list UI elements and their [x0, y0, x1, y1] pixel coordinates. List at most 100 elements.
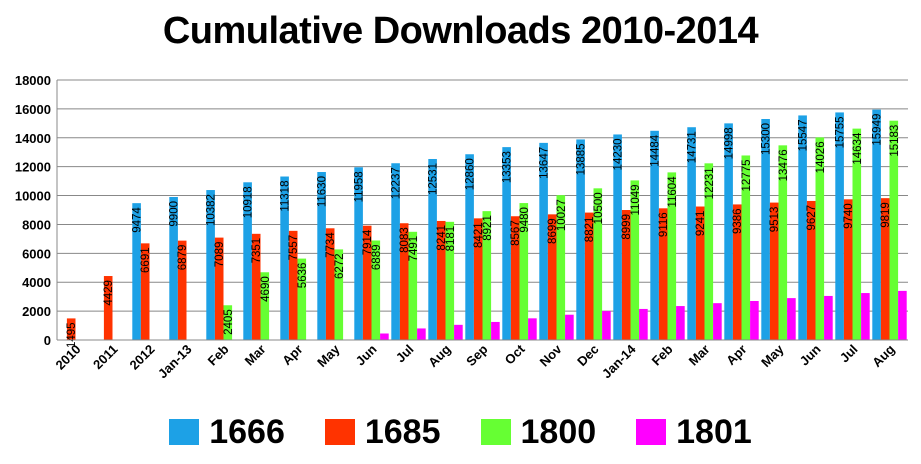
- data-label: 13476: [778, 149, 790, 181]
- x-tick-label: Jul: [837, 342, 861, 366]
- bar-1801-13: [565, 314, 574, 340]
- data-label: 15300: [761, 123, 773, 155]
- y-tick-label: 18000: [15, 73, 51, 88]
- data-label: 12860: [465, 158, 477, 190]
- data-label: 11049: [630, 184, 642, 215]
- bar-1801-8: [380, 333, 389, 340]
- data-label: 10500: [593, 192, 605, 224]
- x-tick-label: Jan-14: [599, 341, 639, 381]
- y-tick-label: 10000: [15, 189, 51, 204]
- data-label: 7557: [288, 235, 300, 261]
- x-tick-label: Jun: [353, 341, 380, 368]
- x-tick-label: Jul: [393, 342, 417, 366]
- bar-1800-10: [445, 221, 455, 340]
- bar-1801-19: [787, 298, 796, 340]
- data-label: 5636: [297, 263, 309, 289]
- bar-1801-15: [639, 308, 648, 340]
- data-label: 6272: [334, 253, 346, 279]
- bar-1685-4: [214, 237, 224, 340]
- data-label: 6879: [177, 245, 189, 271]
- x-tick-label: Oct: [502, 341, 528, 367]
- x-tick-label: May: [314, 341, 343, 370]
- bar-1685-11: [473, 218, 483, 340]
- data-label: 9513: [769, 207, 781, 233]
- legend-swatch: [169, 419, 200, 445]
- data-label: 15755: [835, 116, 847, 148]
- y-tick-label: 4000: [22, 275, 51, 290]
- bar-1666-18: [724, 123, 733, 341]
- data-label: 9900: [169, 201, 181, 227]
- data-label: 8421: [473, 222, 485, 248]
- bar-1800-11: [482, 211, 492, 340]
- data-label: 10918: [243, 186, 255, 218]
- legend-item-1666: 1666: [169, 413, 285, 452]
- data-label: 13353: [502, 151, 514, 183]
- chart-title: Cumulative Downloads 2010-2014: [162, 10, 759, 52]
- bar-1666-14: [576, 139, 585, 340]
- bar-1666-7: [317, 172, 326, 340]
- x-tick-label: 2010: [53, 342, 84, 373]
- data-label: 12237: [391, 167, 403, 199]
- bar-1666-4: [206, 190, 215, 340]
- x-tick-label: Dec: [574, 342, 601, 369]
- bar-1685-5: [251, 233, 261, 340]
- data-labels: 1495 4429 9474 6691 9900 6879 10382 7089 2405 109…: [66, 114, 901, 348]
- bar-1685-14: [584, 212, 594, 340]
- data-label: 9241: [695, 211, 707, 237]
- data-label: 14998: [724, 127, 736, 159]
- bar-1666-13: [539, 142, 548, 340]
- bar-1685-10: [436, 220, 446, 340]
- y-tick-label: 8000: [22, 217, 51, 232]
- bar-1801-18: [750, 301, 759, 340]
- bar-1685-20: [806, 200, 816, 340]
- data-label: 8083: [399, 227, 411, 253]
- y-tick-label: 16000: [15, 102, 51, 117]
- data-label: 4690: [260, 276, 272, 302]
- bar-1800-15: [630, 180, 640, 340]
- bar-1685-16: [658, 208, 668, 340]
- data-label: 11630: [317, 176, 329, 207]
- bar-1685-2: [140, 243, 150, 340]
- x-tick-label: Jun: [797, 341, 824, 368]
- bar-1800-21: [852, 128, 862, 340]
- bar-1685-9: [399, 223, 409, 340]
- legend-label: 1800: [520, 412, 597, 451]
- bar-1666-5: [243, 182, 252, 340]
- bar-1666-8: [354, 167, 363, 340]
- legend: 1666 1685 1800 1801: [0, 408, 921, 456]
- x-tick-label: Mar: [242, 342, 269, 369]
- bar-1685-8: [362, 225, 372, 340]
- data-label: 14731: [687, 131, 699, 163]
- legend-item-1800: 1800: [480, 412, 597, 452]
- data-label: 12231: [704, 167, 716, 199]
- bar-1666-6: [280, 176, 289, 340]
- bar-1801-10: [454, 324, 463, 340]
- data-label: 9740: [843, 203, 855, 229]
- data-label: 8999: [621, 214, 633, 240]
- data-label: 6691: [140, 247, 152, 273]
- bar-1685-19: [769, 202, 779, 340]
- bar-1666-20: [798, 115, 807, 340]
- data-label: 14026: [815, 141, 827, 173]
- x-tick-label: Feb: [649, 341, 676, 368]
- data-label: 7734: [325, 232, 337, 258]
- x-tick-label: Apr: [723, 342, 749, 368]
- bar-1685-21: [843, 199, 853, 340]
- bar-1685-12: [510, 216, 520, 340]
- bar-1800-8: [371, 240, 381, 340]
- bar-1685-13: [547, 214, 557, 340]
- bar-1685-0: [66, 318, 76, 340]
- bar-1801-12: [528, 318, 537, 340]
- bar-1801-22: [898, 290, 907, 340]
- bar-1800-7: [334, 249, 344, 340]
- y-tick-label: 12000: [15, 160, 51, 175]
- y-tick-label: 0: [44, 333, 51, 348]
- bar-1801-20: [824, 295, 833, 340]
- y-tick-label: 6000: [22, 246, 51, 261]
- data-label: 7491: [408, 236, 420, 262]
- x-tick-label: Nov: [537, 341, 566, 370]
- bar-1666-10: [428, 158, 437, 340]
- data-label: 15183: [889, 125, 901, 157]
- legend-label: 1666: [209, 412, 285, 451]
- legend-swatch: [324, 419, 355, 445]
